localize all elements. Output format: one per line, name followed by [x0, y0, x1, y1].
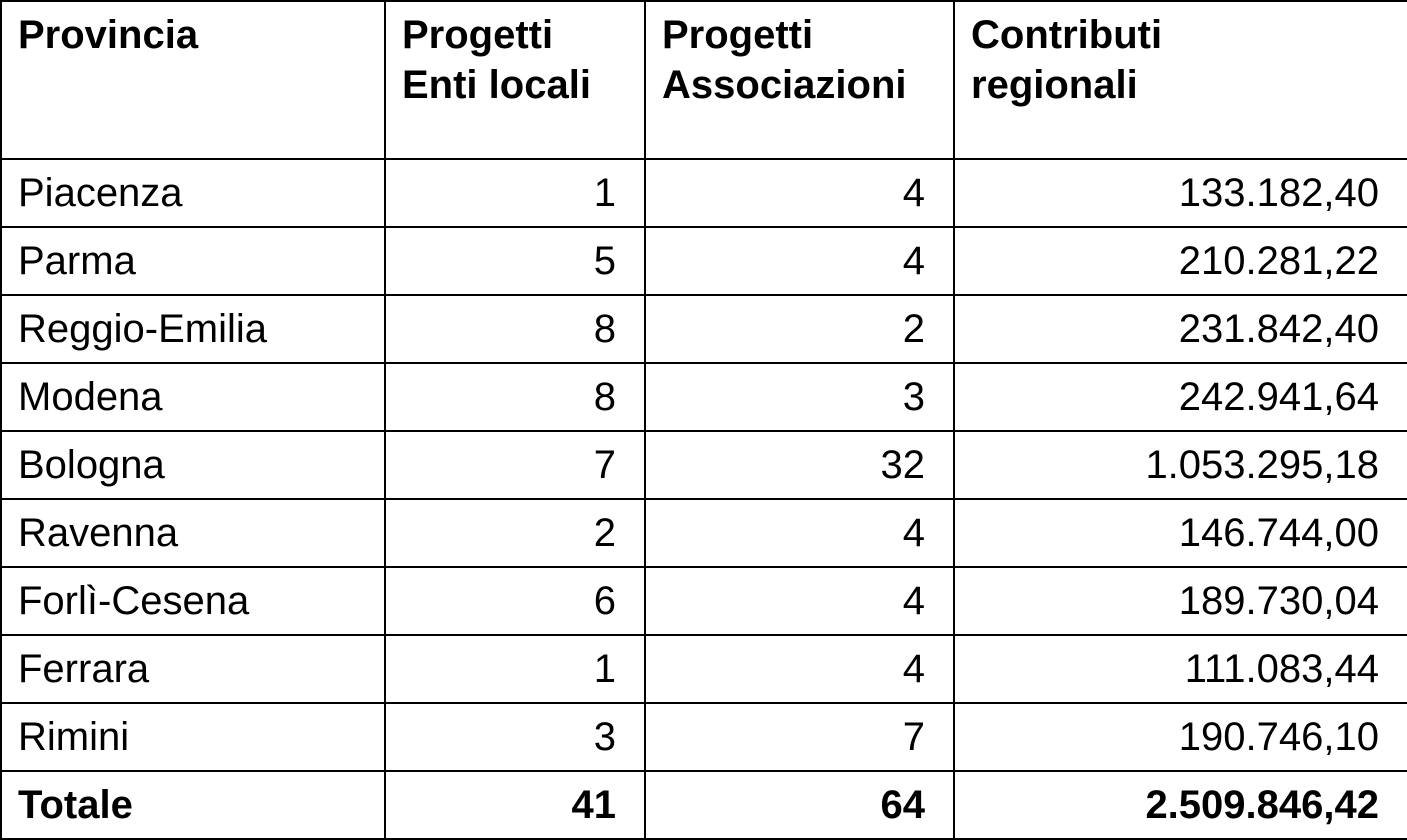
cell-assoc: 4	[645, 227, 954, 295]
cell-provincia: Ravenna	[1, 499, 385, 567]
table-row: Reggio-Emilia 8 2 231.842,40	[1, 295, 1407, 363]
table-body: Piacenza 1 4 133.182,40 Parma 5 4 210.28…	[1, 159, 1407, 839]
col-header-enti: ProgettiEnti locali	[385, 1, 645, 159]
table-row: Forlì-Cesena 6 4 189.730,04	[1, 567, 1407, 635]
col-header-assoc: ProgettiAssociazioni	[645, 1, 954, 159]
cell-contrib: 1.053.295,18	[954, 431, 1407, 499]
cell-enti: 8	[385, 363, 645, 431]
cell-enti: 6	[385, 567, 645, 635]
cell-enti: 2	[385, 499, 645, 567]
table-total-row: Totale 41 64 2.509.846,42	[1, 771, 1407, 839]
table-row: Rimini 3 7 190.746,10	[1, 703, 1407, 771]
cell-provincia: Parma	[1, 227, 385, 295]
cell-enti: 8	[385, 295, 645, 363]
cell-contrib: 111.083,44	[954, 635, 1407, 703]
cell-contrib: 242.941,64	[954, 363, 1407, 431]
cell-assoc: 4	[645, 567, 954, 635]
table-row: Parma 5 4 210.281,22	[1, 227, 1407, 295]
cell-enti: 5	[385, 227, 645, 295]
table-row: Bologna 7 32 1.053.295,18	[1, 431, 1407, 499]
cell-assoc: 7	[645, 703, 954, 771]
table-row: Modena 8 3 242.941,64	[1, 363, 1407, 431]
province-projects-table: Provincia ProgettiEnti locali ProgettiAs…	[0, 0, 1407, 840]
cell-contrib: 133.182,40	[954, 159, 1407, 227]
cell-total-assoc: 64	[645, 771, 954, 839]
cell-contrib: 210.281,22	[954, 227, 1407, 295]
cell-total-label: Totale	[1, 771, 385, 839]
col-header-contrib: Contributiregionali	[954, 1, 1407, 159]
cell-provincia: Rimini	[1, 703, 385, 771]
cell-assoc: 3	[645, 363, 954, 431]
cell-provincia: Ferrara	[1, 635, 385, 703]
cell-provincia: Bologna	[1, 431, 385, 499]
cell-contrib: 190.746,10	[954, 703, 1407, 771]
cell-enti: 1	[385, 159, 645, 227]
cell-contrib: 146.744,00	[954, 499, 1407, 567]
cell-provincia: Modena	[1, 363, 385, 431]
cell-assoc: 4	[645, 499, 954, 567]
cell-contrib: 231.842,40	[954, 295, 1407, 363]
cell-contrib: 189.730,04	[954, 567, 1407, 635]
cell-total-contrib: 2.509.846,42	[954, 771, 1407, 839]
cell-provincia: Forlì-Cesena	[1, 567, 385, 635]
table-row: Ravenna 2 4 146.744,00	[1, 499, 1407, 567]
table-row: Piacenza 1 4 133.182,40	[1, 159, 1407, 227]
cell-assoc: 4	[645, 159, 954, 227]
cell-assoc: 2	[645, 295, 954, 363]
cell-enti: 3	[385, 703, 645, 771]
cell-provincia: Reggio-Emilia	[1, 295, 385, 363]
cell-assoc: 32	[645, 431, 954, 499]
cell-enti: 7	[385, 431, 645, 499]
cell-total-enti: 41	[385, 771, 645, 839]
col-header-provincia: Provincia	[1, 1, 385, 159]
cell-provincia: Piacenza	[1, 159, 385, 227]
cell-assoc: 4	[645, 635, 954, 703]
table-header-row: Provincia ProgettiEnti locali ProgettiAs…	[1, 1, 1407, 159]
table-row: Ferrara 1 4 111.083,44	[1, 635, 1407, 703]
cell-enti: 1	[385, 635, 645, 703]
